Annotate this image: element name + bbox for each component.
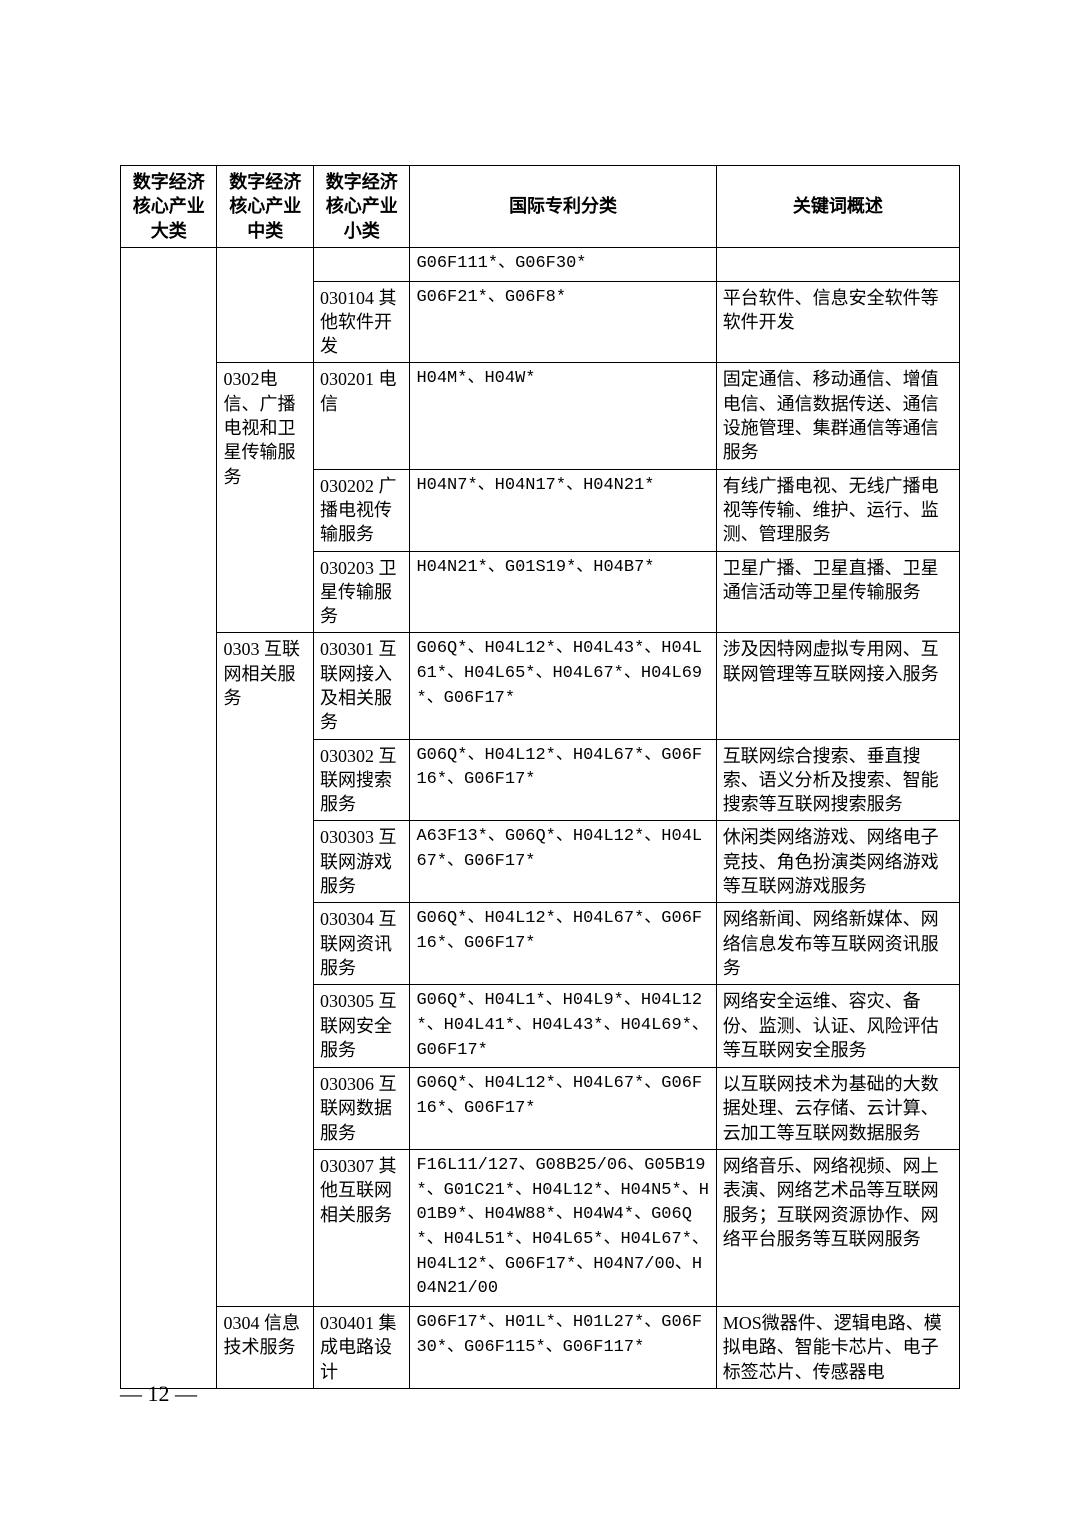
cell-keywords: 卫星广播、卫星直播、卫星通信活动等卫星传输服务 [716, 551, 959, 633]
cell-minor: 030304 互联网资讯服务 [313, 903, 409, 985]
cell-major [121, 247, 217, 1388]
cell-ipc: G06F21*、G06F8* [410, 281, 716, 363]
cell-minor [313, 247, 409, 281]
cell-minor: 030307 其他互联网相关服务 [313, 1150, 409, 1307]
cell-keywords: 网络音乐、网络视频、网上表演、网络艺术品等互联网服务；互联网资源协作、网络平台服… [716, 1150, 959, 1307]
cell-keywords: 休闲类网络游戏、网络电子竞技、角色扮演类网络游戏等互联网游戏服务 [716, 821, 959, 903]
cell-keywords: 网络新闻、网络新媒体、网络信息发布等互联网资讯服务 [716, 903, 959, 985]
page-number: — 12 — [120, 1381, 197, 1407]
cell-minor: 030202 广播电视传输服务 [313, 469, 409, 551]
cell-keywords: 涉及因特网虚拟专用网、互联网管理等互联网接入服务 [716, 633, 959, 739]
cell-minor: 030104 其他软件开发 [313, 281, 409, 363]
header-col3: 数字经济核心产业小类 [313, 166, 409, 248]
cell-keywords: 有线广播电视、无线广播电视等传输、维护、运行、监测、管理服务 [716, 469, 959, 551]
cell-ipc: H04N7*、H04N17*、H04N21* [410, 469, 716, 551]
table-row: 0302电信、广播电视和卫星传输服务 030201 电信 H04M*、H04W*… [121, 363, 960, 469]
header-col5: 关键词概述 [716, 166, 959, 248]
cell-keywords: 网络安全运维、容灾、备份、监测、认证、风险评估等互联网安全服务 [716, 985, 959, 1068]
table-row: 0303 互联网相关服务 030301 互联网接入及相关服务 G06Q*、H04… [121, 633, 960, 739]
cell-keywords: 互联网综合搜索、垂直搜索、语义分析及搜索、智能搜索等互联网搜索服务 [716, 739, 959, 821]
cell-keywords: 以互联网技术为基础的大数据处理、云存储、云计算、云加工等互联网数据服务 [716, 1068, 959, 1150]
cell-minor: 030305 互联网安全服务 [313, 985, 409, 1068]
cell-minor: 030301 互联网接入及相关服务 [313, 633, 409, 739]
cell-minor: 030201 电信 [313, 363, 409, 469]
cell-keywords [716, 247, 959, 281]
cell-mid: 0304 信息技术服务 [217, 1306, 313, 1388]
cell-ipc: G06F111*、G06F30* [410, 247, 716, 281]
cell-minor: 030303 互联网游戏服务 [313, 821, 409, 903]
table-row: 0304 信息技术服务 030401 集成电路设计 G06F17*、H01L*、… [121, 1306, 960, 1388]
cell-ipc: H04N21*、G01S19*、H04B7* [410, 551, 716, 633]
cell-keywords: 固定通信、移动通信、增值电信、通信数据传送、通信设施管理、集群通信等通信服务 [716, 363, 959, 469]
cell-ipc: F16L11/127、G08B25/06、G05B19*、G01C21*、H04… [410, 1150, 716, 1307]
cell-ipc: G06Q*、H04L1*、H04L9*、H04L12*、H04L41*、H04L… [410, 985, 716, 1068]
cell-minor: 030401 集成电路设计 [313, 1306, 409, 1388]
header-col2: 数字经济核心产业中类 [217, 166, 313, 248]
cell-mid [217, 247, 313, 363]
table-header-row: 数字经济核心产业大类 数字经济核心产业中类 数字经济核心产业小类 国际专利分类 … [121, 166, 960, 248]
cell-ipc: G06Q*、H04L12*、H04L67*、G06F16*、G06F17* [410, 903, 716, 985]
cell-minor: 030306 互联网数据服务 [313, 1068, 409, 1150]
cell-ipc: A63F13*、G06Q*、H04L12*、H04L67*、G06F17* [410, 821, 716, 903]
header-col4: 国际专利分类 [410, 166, 716, 248]
cell-ipc: H04M*、H04W* [410, 363, 716, 469]
cell-ipc: G06Q*、H04L12*、H04L67*、G06F16*、G06F17* [410, 1068, 716, 1150]
table-row: G06F111*、G06F30* [121, 247, 960, 281]
cell-mid: 0302电信、广播电视和卫星传输服务 [217, 363, 313, 633]
cell-ipc: G06Q*、H04L12*、H04L43*、H04L61*、H04L65*、H0… [410, 633, 716, 739]
cell-keywords: MOS微器件、逻辑电路、模拟电路、智能卡芯片、电子标签芯片、传感器电 [716, 1306, 959, 1388]
cell-mid: 0303 互联网相关服务 [217, 633, 313, 1307]
cell-ipc: G06Q*、H04L12*、H04L67*、G06F16*、G06F17* [410, 739, 716, 821]
cell-minor: 030203 卫星传输服务 [313, 551, 409, 633]
cell-ipc: G06F17*、H01L*、H01L27*、G06F30*、G06F115*、G… [410, 1306, 716, 1388]
cell-minor: 030302 互联网搜索服务 [313, 739, 409, 821]
header-col1: 数字经济核心产业大类 [121, 166, 217, 248]
classification-table: 数字经济核心产业大类 数字经济核心产业中类 数字经济核心产业小类 国际专利分类 … [120, 165, 960, 1389]
cell-keywords: 平台软件、信息安全软件等软件开发 [716, 281, 959, 363]
